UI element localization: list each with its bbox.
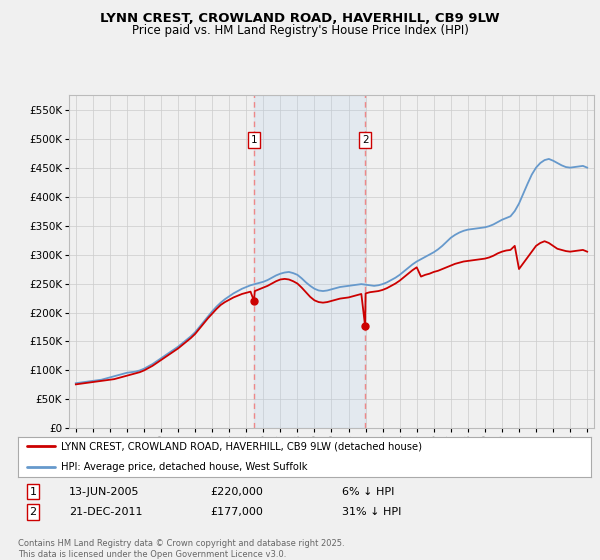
Text: Price paid vs. HM Land Registry's House Price Index (HPI): Price paid vs. HM Land Registry's House … (131, 24, 469, 37)
Text: 2: 2 (29, 507, 37, 517)
Text: 1: 1 (251, 136, 257, 146)
Text: Contains HM Land Registry data © Crown copyright and database right 2025.
This d: Contains HM Land Registry data © Crown c… (18, 539, 344, 559)
Text: £177,000: £177,000 (210, 507, 263, 517)
Text: HPI: Average price, detached house, West Suffolk: HPI: Average price, detached house, West… (61, 461, 307, 472)
Text: 6% ↓ HPI: 6% ↓ HPI (342, 487, 394, 497)
Text: 13-JUN-2005: 13-JUN-2005 (69, 487, 139, 497)
Text: LYNN CREST, CROWLAND ROAD, HAVERHILL, CB9 9LW (detached house): LYNN CREST, CROWLAND ROAD, HAVERHILL, CB… (61, 441, 422, 451)
Text: LYNN CREST, CROWLAND ROAD, HAVERHILL, CB9 9LW: LYNN CREST, CROWLAND ROAD, HAVERHILL, CB… (100, 12, 500, 25)
Text: 31% ↓ HPI: 31% ↓ HPI (342, 507, 401, 517)
Text: £220,000: £220,000 (210, 487, 263, 497)
Bar (254, 95, 365, 428)
Text: 21-DEC-2011: 21-DEC-2011 (69, 507, 143, 517)
Text: 1: 1 (29, 487, 37, 497)
Text: 2: 2 (362, 136, 368, 146)
